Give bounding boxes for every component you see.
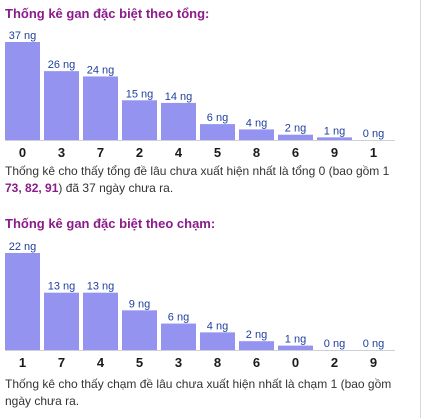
touch-category-label: 8 bbox=[214, 355, 221, 369]
sum-bar-0 bbox=[5, 42, 40, 140]
touch-description: Thống kê cho thấy chạm đề lâu chưa xuất … bbox=[5, 376, 421, 410]
sum-chart-svg: 37 ng 0 26 ng 3 24 ng 7 15 ng 2 14 ng 4 6 ng 5 4 ng 8… bbox=[5, 30, 395, 158]
touch-value-label: 0 ng bbox=[324, 338, 345, 350]
touch-bar-8 bbox=[200, 332, 235, 350]
sum-desc-highlight: 73, 82, 91 bbox=[5, 181, 59, 195]
touch-category-label: 5 bbox=[136, 355, 143, 369]
sum-value-label: 24 ng bbox=[87, 64, 115, 76]
touch-value-label: 13 ng bbox=[87, 281, 115, 293]
sum-value-label: 4 ng bbox=[246, 117, 267, 129]
sum-bar-8 bbox=[239, 129, 274, 140]
touch-bar-1 bbox=[5, 253, 40, 350]
sum-category-label: 7 bbox=[97, 145, 104, 158]
touch-value-label: 9 ng bbox=[129, 298, 150, 310]
touch-desc-line1: Thống kê cho thấy chạm đề lâu chưa xuất … bbox=[5, 377, 392, 391]
touch-chart-svg: 22 ng 1 13 ng 7 13 ng 4 9 ng 5 6 ng 3 4 ng 8 2 ng 6 1 … bbox=[5, 241, 395, 369]
sum-value-label: 1 ng bbox=[324, 125, 345, 137]
sum-desc-line2: 73, 82, 91) đã 37 ngày chưa ra. bbox=[5, 180, 421, 197]
sum-category-label: 1 bbox=[370, 145, 377, 158]
sum-category-label: 8 bbox=[253, 145, 260, 158]
sum-bar-9 bbox=[317, 137, 352, 140]
sum-value-label: 14 ng bbox=[165, 91, 193, 103]
sum-category-label: 6 bbox=[292, 145, 299, 158]
sum-value-label: 6 ng bbox=[207, 112, 228, 124]
touch-category-label: 9 bbox=[370, 355, 377, 369]
touch-value-label: 2 ng bbox=[246, 329, 267, 341]
sum-category-label: 9 bbox=[331, 145, 338, 158]
sum-value-label: 2 ng bbox=[285, 123, 306, 135]
sum-category-label: 2 bbox=[136, 145, 143, 158]
sum-bar-5 bbox=[200, 124, 235, 140]
sum-value-label: 0 ng bbox=[363, 128, 384, 140]
touch-bar-7 bbox=[44, 292, 79, 350]
touch-value-label: 6 ng bbox=[168, 312, 189, 324]
sum-bar-chart: 37 ng 0 26 ng 3 24 ng 7 15 ng 2 14 ng 4 6 ng 5 4 ng 8… bbox=[0, 28, 421, 158]
touch-value-label: 22 ng bbox=[9, 241, 37, 253]
sum-category-label: 4 bbox=[175, 145, 183, 158]
touch-category-label: 0 bbox=[292, 355, 299, 369]
sum-section-title: Thống kê gan đặc biệt theo tổng: bbox=[5, 6, 210, 21]
touch-category-label: 7 bbox=[58, 355, 65, 369]
sum-value-label: 26 ng bbox=[48, 59, 76, 71]
touch-category-label: 1 bbox=[19, 355, 26, 369]
touch-bar-chart: 22 ng 1 13 ng 7 13 ng 4 9 ng 5 6 ng 3 4 ng 8 2 ng 6 1 … bbox=[0, 237, 421, 369]
touch-value-label: 13 ng bbox=[48, 281, 76, 293]
sum-desc-line2-rest: ) đã 37 ngày chưa ra. bbox=[58, 181, 174, 195]
sum-bar-6 bbox=[278, 134, 313, 140]
sum-bar-3 bbox=[44, 71, 79, 140]
touch-desc-line2: ngày chưa ra. bbox=[5, 394, 80, 408]
touch-bar-4 bbox=[83, 292, 118, 350]
touch-bar-0 bbox=[278, 345, 313, 350]
touch-value-label: 0 ng bbox=[363, 338, 384, 350]
sum-bar-7 bbox=[83, 76, 118, 140]
touch-category-label: 2 bbox=[331, 355, 338, 369]
sum-category-label: 3 bbox=[58, 145, 65, 158]
touch-value-label: 4 ng bbox=[207, 320, 228, 332]
touch-bar-3 bbox=[161, 323, 196, 350]
touch-bar-5 bbox=[122, 310, 157, 350]
sum-value-label: 15 ng bbox=[126, 88, 154, 100]
sum-category-label: 5 bbox=[214, 145, 221, 158]
sum-bar-2 bbox=[122, 100, 157, 140]
touch-category-label: 3 bbox=[175, 355, 182, 369]
touch-section-title: Thống kê gan đặc biệt theo chạm: bbox=[5, 216, 216, 231]
touch-category-label: 4 bbox=[97, 355, 105, 369]
sum-category-label: 0 bbox=[19, 145, 26, 158]
touch-value-label: 1 ng bbox=[285, 334, 306, 346]
touch-bar-6 bbox=[239, 341, 274, 350]
sum-bar-4 bbox=[161, 102, 196, 140]
sum-desc-line1: Thống kê cho thấy tổng đề lâu chưa xuất … bbox=[5, 164, 390, 178]
sum-value-label: 37 ng bbox=[9, 30, 37, 42]
sum-description: Thống kê cho thấy tổng đề lâu chưa xuất … bbox=[5, 163, 421, 197]
touch-category-label: 6 bbox=[253, 355, 260, 369]
